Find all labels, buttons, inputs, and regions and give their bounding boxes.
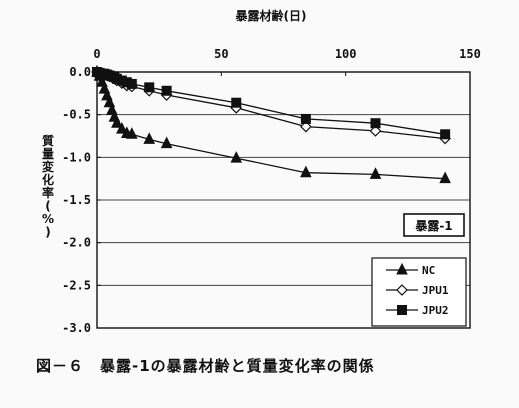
legend-marker-nc [396,262,408,275]
data-point-jpu2 [440,129,451,140]
data-point-jpu2 [300,113,311,124]
y-tick-label: -0.5 [62,108,91,122]
data-point-jpu1 [369,125,382,137]
data-point-nc [111,116,123,128]
legend: NC JPU1 JPU2 [371,257,467,327]
series-layer [91,64,451,184]
data-point-jpu2 [370,118,381,129]
y-axis-title-char: 質 [42,133,54,148]
data-point-nc [300,165,312,178]
y-tick-label: -2.0 [62,236,91,250]
data-point-jpu2 [126,78,137,89]
x-tick-label: 100 [335,47,357,61]
data-point-nc [126,127,138,139]
y-tick-label: -1.0 [62,150,91,164]
legend-item-nc: NC [386,262,435,277]
annotation-box: 暴露-1 [403,213,465,237]
y-axis-title-char: ) [45,225,50,239]
y-tick-label: 0.0 [69,65,91,79]
legend-item-jpu2: JPU2 [386,304,449,317]
data-point-nc [143,132,156,144]
legend-label: JPU2 [422,304,449,317]
y-tick-label: -2.5 [62,278,91,292]
legend-box [371,257,467,327]
y-axis-title-char: 化 [42,172,54,187]
data-point-jpu2 [231,97,242,108]
data-point-jpu1 [300,120,312,133]
y-ticks: 0.0 -0.5 -1.0 -1.5 -2.0 -2.5 -3.0 [62,65,101,335]
legend-label: NC [422,264,435,277]
x-axis-title: 暴露材齢(日) [235,8,307,23]
data-point-nc [116,122,128,134]
data-point-nc [230,151,243,163]
x-tick-label: 150 [459,47,481,61]
series-line-jpu2 [96,71,446,135]
annotation-rect [403,213,465,237]
grid-lines [97,114,470,286]
data-point-nc [369,167,382,179]
figure-caption: 図－６ 暴露-1の暴露材齢と質量変化率の関係 [36,357,375,375]
y-axis-title-char: 量 [42,147,54,161]
legend-label: JPU1 [422,284,449,297]
legend-marker-jpu2 [397,305,407,315]
y-axis-title-char: 変 [42,159,55,174]
legend-item-jpu1: JPU1 [386,284,449,297]
x-tick-label: 50 [214,47,228,61]
data-point-jpu2 [144,82,155,93]
data-point-jpu2 [161,85,172,96]
series-line-jpu1 [96,71,446,140]
x-ticks: 0 50 100 150 [93,47,481,76]
annotation-label: 暴露-1 [414,219,452,233]
x-tick-label: 0 [93,47,100,61]
y-axis-title-char: ( [45,199,50,213]
y-axis-title-group: 質量変化率(%) [42,133,55,239]
legend-marker-jpu1 [396,284,408,296]
y-tick-label: -1.5 [62,193,91,207]
data-point-nc [160,136,173,149]
y-axis-title-char: 率 [42,185,54,200]
y-tick-label: -3.0 [62,321,91,335]
chart: 暴露材齢(日) 質量変化率(%) 0 50 100 150 0.0 -0.5 -1.0 -1… [42,8,481,335]
series-jpu1 [91,66,451,145]
y-axis-title-char: % [42,212,54,226]
data-point-nc [439,171,451,184]
series-jpu2 [92,67,451,140]
